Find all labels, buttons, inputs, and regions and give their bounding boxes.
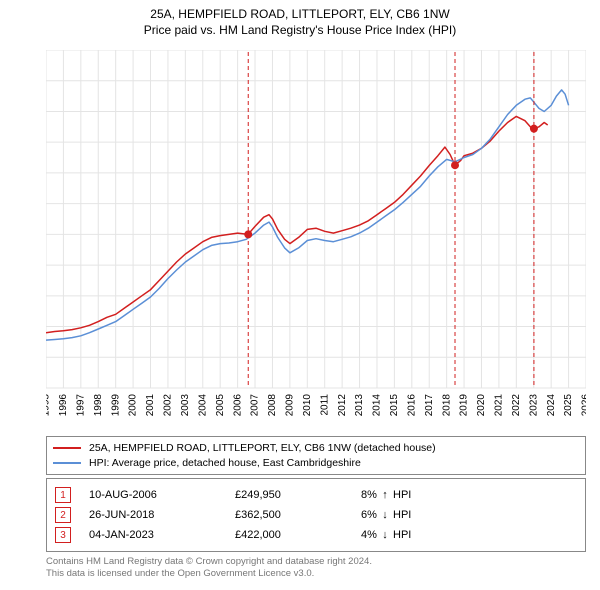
legend-swatch (53, 447, 81, 449)
svg-text:2019: 2019 (459, 394, 470, 417)
svg-text:2021: 2021 (494, 394, 505, 417)
legend-label: 25A, HEMPFIELD ROAD, LITTLEPORT, ELY, CB… (89, 441, 436, 456)
sale-markers-table: 1 10-AUG-2006 £249,950 8% ↑ HPI 2 26-JUN-2018… (46, 478, 586, 552)
title-line-2: Price paid vs. HM Land Registry's House … (0, 22, 600, 38)
marker-date: 10-AUG-2006 (89, 489, 229, 501)
marker-badge: 2 (55, 507, 71, 523)
marker-delta: 4% ↓ HPI (361, 529, 577, 541)
title-line-1: 25A, HEMPFIELD ROAD, LITTLEPORT, ELY, CB… (0, 6, 600, 22)
marker-price: £362,500 (235, 509, 355, 521)
marker-price: £249,950 (235, 489, 355, 501)
svg-text:2014: 2014 (372, 394, 383, 417)
svg-text:1998: 1998 (93, 394, 104, 417)
marker-price: £422,000 (235, 529, 355, 541)
chart-title-block: 25A, HEMPFIELD ROAD, LITTLEPORT, ELY, CB… (0, 0, 600, 38)
marker-badge: 3 (55, 527, 71, 543)
svg-text:2012: 2012 (337, 394, 348, 417)
svg-text:2005: 2005 (215, 394, 226, 417)
price-chart: £0£50K£100K£150K£200K£250K£300K£350K£400… (46, 50, 586, 420)
attribution: Contains HM Land Registry data © Crown c… (46, 556, 586, 580)
svg-text:2009: 2009 (285, 394, 296, 417)
svg-text:2006: 2006 (232, 394, 243, 417)
marker-badge: 1 (55, 487, 71, 503)
marker-delta: 6% ↓ HPI (361, 509, 577, 521)
attribution-line-2: This data is licensed under the Open Gov… (46, 568, 586, 580)
svg-text:2003: 2003 (180, 394, 191, 417)
svg-text:2023: 2023 (528, 394, 539, 417)
svg-text:2007: 2007 (250, 394, 261, 417)
svg-text:2002: 2002 (163, 394, 174, 417)
svg-text:2026: 2026 (581, 394, 586, 417)
svg-text:2013: 2013 (354, 394, 365, 417)
svg-text:2018: 2018 (441, 394, 452, 417)
svg-text:2020: 2020 (476, 394, 487, 417)
svg-text:2001: 2001 (145, 394, 156, 417)
marker-date: 04-JAN-2023 (89, 529, 229, 541)
legend-box: 25A, HEMPFIELD ROAD, LITTLEPORT, ELY, CB… (46, 436, 586, 475)
marker-row: 1 10-AUG-2006 £249,950 8% ↑ HPI (55, 485, 577, 505)
svg-text:2016: 2016 (406, 394, 417, 417)
svg-text:2022: 2022 (511, 394, 522, 417)
marker-row: 3 04-JAN-2023 £422,000 4% ↓ HPI (55, 525, 577, 545)
svg-text:1999: 1999 (110, 394, 121, 417)
svg-text:2024: 2024 (546, 394, 557, 417)
svg-text:2000: 2000 (128, 394, 139, 417)
svg-text:2025: 2025 (563, 394, 574, 417)
svg-text:2015: 2015 (389, 394, 400, 417)
marker-date: 26-JUN-2018 (89, 509, 229, 521)
legend-swatch (53, 462, 81, 464)
marker-row: 2 26-JUN-2018 £362,500 6% ↓ HPI (55, 505, 577, 525)
svg-text:1997: 1997 (75, 394, 86, 417)
legend-row: HPI: Average price, detached house, East… (53, 456, 579, 471)
attribution-line-1: Contains HM Land Registry data © Crown c… (46, 556, 586, 568)
legend-row: 25A, HEMPFIELD ROAD, LITTLEPORT, ELY, CB… (53, 441, 579, 456)
marker-delta: 8% ↑ HPI (361, 489, 577, 501)
svg-text:2008: 2008 (267, 394, 278, 417)
svg-text:2017: 2017 (424, 394, 435, 417)
chart-area: £0£50K£100K£150K£200K£250K£300K£350K£400… (46, 50, 586, 420)
svg-text:2010: 2010 (302, 394, 313, 417)
legend-label: HPI: Average price, detached house, East… (89, 456, 361, 471)
svg-text:2011: 2011 (319, 394, 330, 416)
svg-text:1996: 1996 (58, 394, 69, 417)
svg-text:1995: 1995 (46, 394, 52, 417)
svg-text:2004: 2004 (197, 394, 208, 417)
